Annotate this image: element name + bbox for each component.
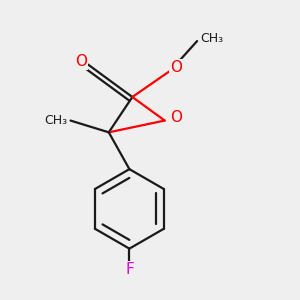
Text: O: O: [170, 110, 182, 125]
Text: CH₃: CH₃: [44, 114, 68, 127]
Text: F: F: [125, 262, 134, 277]
Text: O: O: [170, 60, 182, 75]
Text: O: O: [75, 54, 87, 69]
Text: CH₃: CH₃: [200, 32, 223, 45]
